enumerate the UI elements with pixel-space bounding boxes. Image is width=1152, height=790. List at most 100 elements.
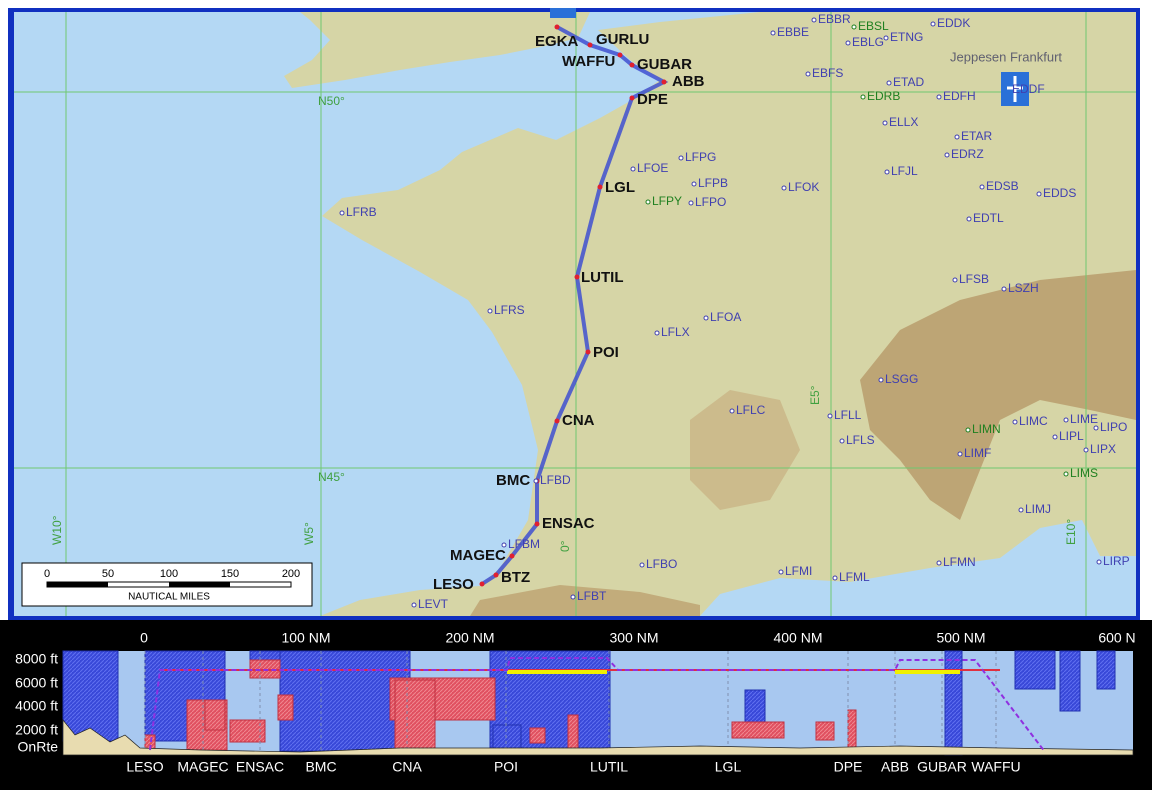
- waypoint: [493, 572, 499, 578]
- airport-label: LFRS: [494, 303, 525, 317]
- airport-label: LIPO: [1100, 420, 1127, 434]
- airport-label: ELLX: [889, 115, 918, 129]
- graticule: [14, 12, 1136, 616]
- waypoint-label: POI: [593, 344, 619, 361]
- center-label: Jeppesen Frankfurt: [950, 49, 1062, 64]
- profile-waypoint: LESO: [126, 759, 163, 775]
- airspace-block: [744, 689, 766, 726]
- airport-dot: [639, 562, 645, 568]
- waypoint: [554, 418, 560, 424]
- scale-tick-label: 100: [160, 568, 178, 580]
- airport-label: LIPX: [1090, 442, 1116, 456]
- airport-dot: [411, 602, 417, 608]
- waypoint-label: LUTIL: [581, 269, 624, 286]
- airport-dot: [965, 427, 971, 433]
- airport-label: LSZH: [1008, 281, 1039, 295]
- airspace-block: [1096, 650, 1116, 690]
- airspace-block: [279, 650, 411, 752]
- profile-waypoint: MAGEC: [177, 759, 228, 775]
- grid-label: E5°: [808, 385, 822, 405]
- profile-waypoint: ABB: [881, 759, 909, 775]
- scale-segment: [47, 582, 108, 587]
- airport-dot: [827, 413, 833, 419]
- restricted-block: [394, 679, 436, 751]
- distance-label: 500 NM: [936, 630, 985, 646]
- restricted-block: [815, 721, 835, 741]
- airport-dot: [645, 199, 651, 205]
- airport-dot: [729, 408, 735, 414]
- airport-dot: [979, 184, 985, 190]
- restricted-block: [277, 694, 294, 721]
- massif-central: [690, 390, 800, 510]
- distance-label: 300 NM: [609, 630, 658, 646]
- restricted-block: [204, 699, 226, 731]
- airport-dot: [1012, 419, 1018, 425]
- waypoint: [554, 24, 560, 30]
- airport-label: LIPL: [1059, 429, 1084, 443]
- airspace-block: [944, 650, 963, 756]
- grid-label: N45°: [318, 470, 345, 484]
- airport-label: LFLL: [834, 408, 862, 422]
- profile-waypoint: LUTIL: [590, 759, 628, 775]
- airport-label: LFOE: [637, 161, 668, 175]
- airport-dot: [678, 155, 684, 161]
- airport-label: LFBT: [577, 589, 607, 603]
- airport-label: EBBR: [818, 12, 851, 26]
- airport-dot: [1018, 507, 1024, 513]
- distance-label: 200 NM: [445, 630, 494, 646]
- waypoint: [661, 79, 667, 85]
- scale-tick-label: 150: [221, 568, 239, 580]
- terrain: [62, 719, 1134, 756]
- grid-label: E10°: [1064, 519, 1078, 545]
- waypoint-label: ENSAC: [542, 515, 595, 532]
- airport-dot: [339, 210, 345, 216]
- waypoint: [629, 95, 635, 101]
- airport-dot: [966, 216, 972, 222]
- airport-dot: [845, 40, 851, 46]
- airport-label: EDRB: [867, 89, 900, 103]
- airport-dot: [860, 94, 866, 100]
- airport-label: LIME: [1070, 412, 1098, 426]
- airport-label: EDDK: [937, 16, 970, 30]
- waypoint: [629, 62, 635, 68]
- waypoint: [574, 274, 580, 280]
- airport-label: LFOK: [788, 180, 819, 194]
- airport-label: LIMJ: [1025, 502, 1051, 516]
- airport-dot: [630, 166, 636, 172]
- center-id: EDDF: [1012, 82, 1045, 96]
- airport-dot: [781, 185, 787, 191]
- airport-dot: [936, 94, 942, 100]
- waypoint: [534, 521, 540, 527]
- airport-dot: [703, 315, 709, 321]
- airport-label: EBBE: [777, 25, 809, 39]
- waypoint-label: BMC: [496, 472, 530, 489]
- airport-label: EBSL: [858, 19, 889, 33]
- waypoint: [509, 553, 515, 559]
- airport-label: EDFH: [943, 89, 976, 103]
- airport-label: LFJL: [891, 164, 918, 178]
- waypoint-label: LESO: [433, 576, 474, 593]
- scale-tick-label: 200: [282, 568, 300, 580]
- airport-dot: [886, 80, 892, 86]
- airport-label: LIMC: [1019, 414, 1048, 428]
- airport-dot: [688, 200, 694, 206]
- altitude-label: 8000 ft: [15, 651, 58, 667]
- airport-dot: [936, 560, 942, 566]
- airport-label: LIMN: [972, 422, 1001, 436]
- waypoint-label: CNA: [562, 412, 595, 429]
- airport-label: EBLG: [852, 35, 884, 49]
- planned-profile: [149, 657, 1046, 753]
- pyrenees: [470, 585, 700, 616]
- airport-label: LFMN: [943, 555, 976, 569]
- altitude-label: 4000 ft: [15, 698, 58, 714]
- waypoint-label: LGL: [605, 179, 635, 196]
- waypoint: [617, 52, 623, 58]
- airport-label: LFBD: [540, 473, 571, 487]
- restricted-block: [847, 709, 857, 751]
- airport-dot: [805, 71, 811, 77]
- airport-label: LIMF: [964, 446, 991, 460]
- scale-tick-label: 50: [102, 568, 114, 580]
- waypoint: [597, 184, 603, 190]
- airport-label: LFPY: [652, 194, 682, 208]
